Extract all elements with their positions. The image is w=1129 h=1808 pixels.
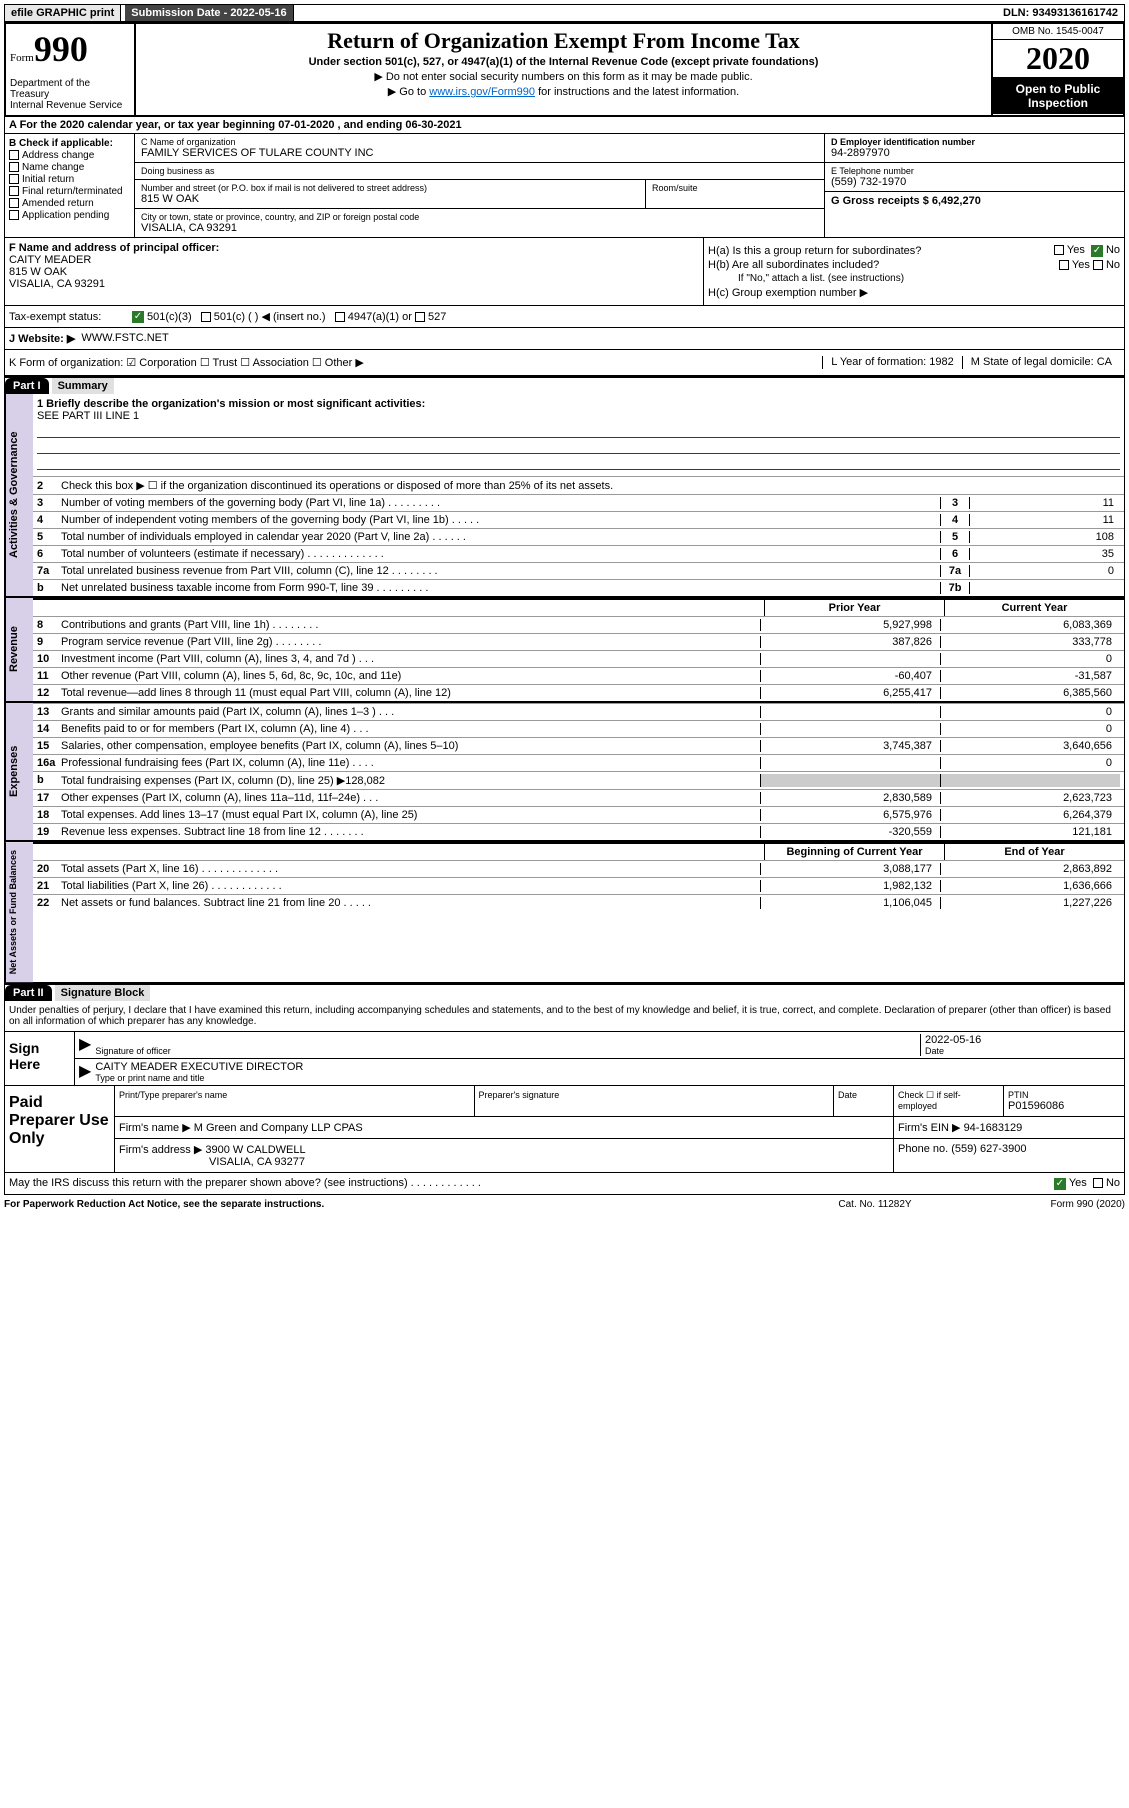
omb-number: OMB No. 1545-0047 bbox=[993, 24, 1123, 40]
street-address: 815 W OAK bbox=[141, 193, 639, 205]
public-inspection: Open to Public Inspection bbox=[993, 78, 1123, 114]
website-url: WWW.FSTC.NET bbox=[81, 332, 168, 345]
line-7a: 7aTotal unrelated business revenue from … bbox=[33, 562, 1124, 579]
line-20: 20Total assets (Part X, line 16) . . . .… bbox=[33, 860, 1124, 877]
sign-here-label: Sign Here bbox=[5, 1032, 75, 1085]
line-13: 13Grants and similar amounts paid (Part … bbox=[33, 703, 1124, 720]
title-box: Return of Organization Exempt From Incom… bbox=[136, 24, 993, 115]
right-box: OMB No. 1545-0047 2020 Open to Public In… bbox=[993, 24, 1123, 115]
chk-name-change[interactable]: Name change bbox=[9, 162, 130, 173]
website-row: J Website: ▶ WWW.FSTC.NET bbox=[4, 328, 1125, 350]
k-row: K Form of organization: ☑ Corporation ☐ … bbox=[4, 350, 1125, 376]
line-16a: 16aProfessional fundraising fees (Part I… bbox=[33, 754, 1124, 771]
officer-name: CAITY MEADER bbox=[9, 254, 699, 266]
line-14: 14Benefits paid to or for members (Part … bbox=[33, 720, 1124, 737]
firm-addr1: 3900 W CALDWELL bbox=[205, 1144, 305, 1156]
goto-note: ▶ Go to www.irs.gov/Form990 for instruct… bbox=[144, 85, 983, 98]
phone: (559) 732-1970 bbox=[831, 176, 1118, 188]
firm-name: M Green and Company LLP CPAS bbox=[194, 1122, 363, 1134]
chk-initial-return[interactable]: Initial return bbox=[9, 174, 130, 185]
line-22: 22Net assets or fund balances. Subtract … bbox=[33, 894, 1124, 911]
line-17: 17Other expenses (Part IX, column (A), l… bbox=[33, 789, 1124, 806]
col-f-officer: F Name and address of principal officer:… bbox=[5, 238, 704, 305]
tax-year: 2020 bbox=[993, 40, 1123, 78]
line-12: 12Total revenue—add lines 8 through 11 (… bbox=[33, 684, 1124, 701]
line-9: 9Program service revenue (Part VIII, lin… bbox=[33, 633, 1124, 650]
ssn-note: ▶ Do not enter social security numbers o… bbox=[144, 70, 983, 83]
block-bcd: B Check if applicable: Address change Na… bbox=[4, 134, 1125, 238]
header: Form990 Department of the Treasury Inter… bbox=[4, 22, 1125, 117]
fgh-row: F Name and address of principal officer:… bbox=[4, 238, 1125, 306]
line-6: 6Total number of volunteers (estimate if… bbox=[33, 545, 1124, 562]
form-subtitle: Under section 501(c), 527, or 4947(a)(1)… bbox=[144, 56, 983, 68]
year-formation: L Year of formation: 1982 bbox=[822, 356, 962, 369]
row-a-tax-year: A For the 2020 calendar year, or tax yea… bbox=[4, 117, 1125, 134]
part-1: Part I Summary Activities & Governance 1… bbox=[4, 376, 1125, 983]
discuss-row: May the IRS discuss this return with the… bbox=[4, 1173, 1125, 1195]
part-2-signature: Part II Signature Block Under penalties … bbox=[4, 983, 1125, 1086]
chk-address-change[interactable]: Address change bbox=[9, 150, 130, 161]
officer-signature-name: CAITY MEADER EXECUTIVE DIRECTOR bbox=[95, 1061, 1120, 1073]
tax-exempt-row: Tax-exempt status: ✓501(c)(3) 501(c) ( )… bbox=[4, 306, 1125, 328]
efile-label: efile GRAPHIC print bbox=[5, 5, 121, 21]
chk-amended[interactable]: Amended return bbox=[9, 198, 130, 209]
dln: DLN: 93493136161742 bbox=[997, 5, 1124, 21]
paid-preparer: Paid Preparer Use Only Print/Type prepar… bbox=[4, 1086, 1125, 1173]
city-state-zip: VISALIA, CA 93291 bbox=[141, 222, 818, 234]
side-governance: Activities & Governance bbox=[5, 394, 33, 596]
firm-phone: (559) 627-3900 bbox=[951, 1143, 1026, 1155]
line-3: 3Number of voting members of the governi… bbox=[33, 494, 1124, 511]
topbar: efile GRAPHIC print Submission Date - 20… bbox=[4, 4, 1125, 22]
line-1-mission: 1 Briefly describe the organization's mi… bbox=[33, 394, 1124, 476]
side-revenue: Revenue bbox=[5, 598, 33, 701]
col-h-group: H(a) Is this a group return for subordin… bbox=[704, 238, 1124, 305]
page-footer: For Paperwork Reduction Act Notice, see … bbox=[4, 1195, 1125, 1214]
side-expenses: Expenses bbox=[5, 703, 33, 840]
line-7b: bNet unrelated business taxable income f… bbox=[33, 579, 1124, 596]
line-19: 19Revenue less expenses. Subtract line 1… bbox=[33, 823, 1124, 840]
side-net-assets: Net Assets or Fund Balances bbox=[5, 842, 33, 982]
dept-treasury: Department of the Treasury Internal Reve… bbox=[10, 78, 130, 111]
ha-no-checked: ✓ bbox=[1091, 245, 1103, 257]
form-of-org: K Form of organization: ☑ Corporation ☐ … bbox=[9, 356, 822, 369]
chk-app-pending[interactable]: Application pending bbox=[9, 210, 130, 221]
col-d-ein-phone: D Employer identification number 94-2897… bbox=[824, 134, 1124, 237]
line-5: 5Total number of individuals employed in… bbox=[33, 528, 1124, 545]
state-domicile: M State of legal domicile: CA bbox=[962, 356, 1120, 369]
submission-date: Submission Date - 2022-05-16 bbox=[125, 5, 293, 21]
line-8: 8Contributions and grants (Part VIII, li… bbox=[33, 616, 1124, 633]
firm-ein: 94-1683129 bbox=[964, 1122, 1023, 1134]
line-15: 15Salaries, other compensation, employee… bbox=[33, 737, 1124, 754]
gross-receipts: G Gross receipts $ 6,492,270 bbox=[831, 195, 1118, 207]
chk-final-return[interactable]: Final return/terminated bbox=[9, 186, 130, 197]
line-11: 11Other revenue (Part VIII, column (A), … bbox=[33, 667, 1124, 684]
line-10: 10Investment income (Part VIII, column (… bbox=[33, 650, 1124, 667]
col-c-org-info: C Name of organization FAMILY SERVICES O… bbox=[135, 134, 824, 237]
form-number-box: Form990 Department of the Treasury Inter… bbox=[6, 24, 136, 115]
ptin: P01596086 bbox=[1008, 1100, 1120, 1112]
line-4: 4Number of independent voting members of… bbox=[33, 511, 1124, 528]
501c3-checked: ✓ bbox=[132, 311, 144, 323]
discuss-yes-checked: ✓ bbox=[1054, 1178, 1066, 1190]
col-b-checkboxes: B Check if applicable: Address change Na… bbox=[5, 134, 135, 237]
ein: 94-2897970 bbox=[831, 147, 1118, 159]
line-18: 18Total expenses. Add lines 13–17 (must … bbox=[33, 806, 1124, 823]
line-16b: bTotal fundraising expenses (Part IX, co… bbox=[33, 771, 1124, 789]
org-name: FAMILY SERVICES OF TULARE COUNTY INC bbox=[141, 147, 818, 159]
line-21: 21Total liabilities (Part X, line 26) . … bbox=[33, 877, 1124, 894]
form-990-page: efile GRAPHIC print Submission Date - 20… bbox=[0, 0, 1129, 1218]
irs-link[interactable]: www.irs.gov/Form990 bbox=[429, 86, 535, 98]
form-title: Return of Organization Exempt From Incom… bbox=[144, 28, 983, 54]
